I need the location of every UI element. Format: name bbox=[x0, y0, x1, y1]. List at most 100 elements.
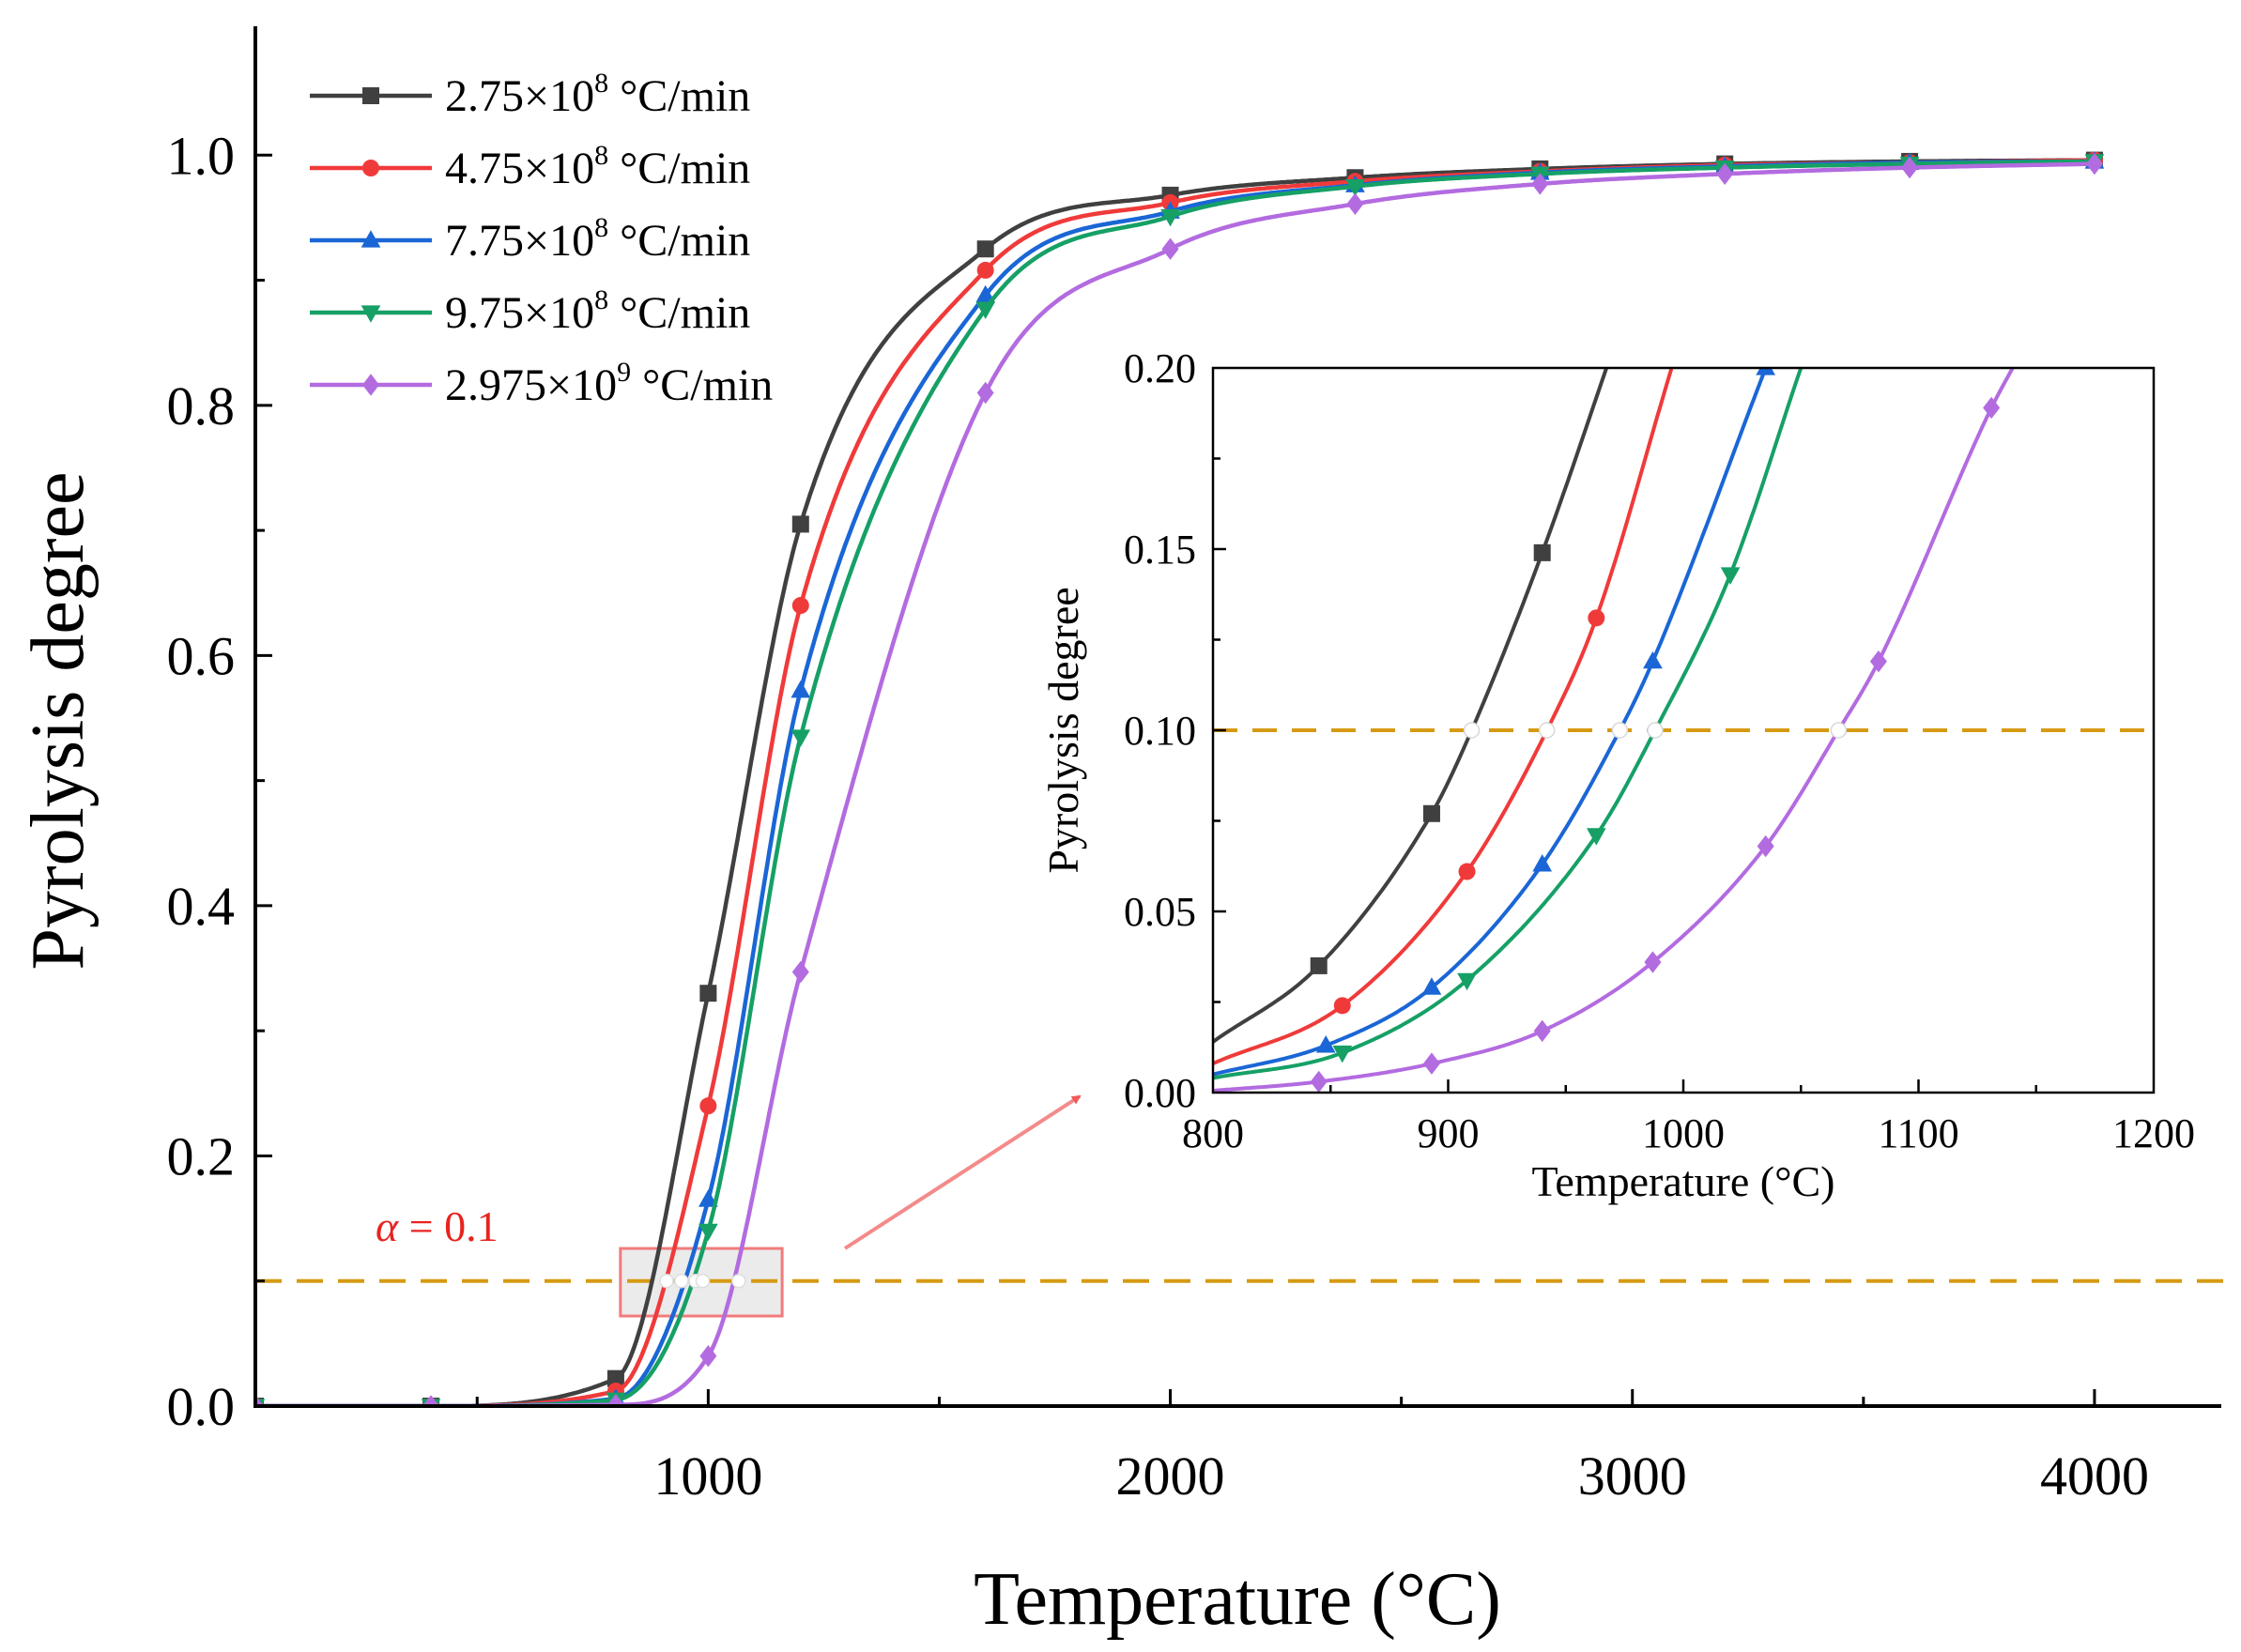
alpha-value: = 0.1 bbox=[398, 1202, 498, 1250]
legend-marker-1 bbox=[362, 160, 379, 176]
main-y-tick-label: 0.4 bbox=[167, 876, 236, 937]
inset-intersection-3 bbox=[1647, 722, 1664, 739]
main-point-s3-4 bbox=[790, 729, 811, 747]
inset-x-tick-label: 1100 bbox=[1878, 1110, 1958, 1156]
main-x-tick-label: 4000 bbox=[2040, 1446, 2149, 1507]
inset-point-s3-1 bbox=[1457, 972, 1477, 991]
inset-intersection-2 bbox=[1611, 722, 1629, 739]
legend-label-unit: °C/min bbox=[608, 216, 750, 266]
main-point-s3-6 bbox=[1160, 208, 1180, 227]
main-y-axis-label: Pyrolysis degree bbox=[17, 471, 100, 970]
inset-x-tick-label: 1000 bbox=[1642, 1110, 1725, 1156]
main-x-tick-label: 1000 bbox=[653, 1446, 762, 1507]
main-intersection-1 bbox=[674, 1273, 689, 1289]
inset-series-group bbox=[1213, 368, 2015, 1093]
inset-series-line-3 bbox=[1213, 368, 1804, 1080]
main-x-axis-label: Temperature (°C) bbox=[974, 1558, 1501, 1641]
inset-point-s0-1 bbox=[1422, 804, 1440, 822]
main-point-s4-9 bbox=[1716, 162, 1734, 185]
inset-point-s2-2 bbox=[1532, 854, 1553, 872]
legend-marker-3 bbox=[361, 305, 381, 323]
inset-y-tick-label: 0.15 bbox=[1124, 527, 1196, 573]
main-point-s0-4 bbox=[791, 515, 809, 533]
inset-point-s3-0 bbox=[1332, 1045, 1353, 1063]
inset-y-axis-label: Pyrolysis degree bbox=[1039, 587, 1087, 873]
inset-intersection-0 bbox=[1463, 722, 1481, 739]
inset-point-s1-1 bbox=[1458, 863, 1476, 880]
legend-label-base: 9.75×10 bbox=[445, 288, 594, 338]
main-point-s2-3 bbox=[698, 1189, 718, 1207]
inset-point-s4-6 bbox=[1983, 396, 2001, 420]
inset-series-line-0 bbox=[1213, 368, 1609, 1044]
main-point-s0-2 bbox=[606, 1369, 624, 1387]
legend-label-unit: °C/min bbox=[608, 288, 750, 338]
inset-x-tick-label: 900 bbox=[1418, 1110, 1480, 1156]
main-point-s3-7 bbox=[1345, 178, 1365, 197]
main-point-s4-6 bbox=[1161, 237, 1179, 260]
inset-y-tick-label: 0.10 bbox=[1124, 708, 1196, 754]
legend-marker-0 bbox=[362, 87, 379, 104]
inset-y-ticks: 0.00 0.05 0.10 0.15 0.20 bbox=[1124, 345, 1226, 1116]
legend-marker-2 bbox=[361, 230, 381, 248]
inset-point-s4-4 bbox=[1757, 834, 1774, 858]
inset-point-s4-3 bbox=[1644, 951, 1662, 973]
legend-label-base: 4.75×10 bbox=[445, 144, 594, 193]
legend-label-base: 7.75×10 bbox=[445, 216, 594, 266]
legend-label-3: 9.75×108 °C/min bbox=[445, 284, 750, 338]
inset-point-s2-0 bbox=[1315, 1035, 1336, 1053]
alpha-symbol: α bbox=[376, 1202, 399, 1250]
legend-label-base: 2.75×10 bbox=[445, 71, 594, 121]
legend-label-exponent: 8 bbox=[594, 140, 608, 171]
legend-label-4: 2.975×109 °C/min bbox=[445, 357, 773, 410]
inset-intersection-points bbox=[1463, 722, 1848, 739]
legend-label-exponent: 8 bbox=[594, 212, 608, 243]
inset-point-s0-0 bbox=[1310, 956, 1328, 974]
main-point-s4-10 bbox=[1901, 156, 1919, 179]
inset-x-ticks: 800 900 1000 1100 1200 bbox=[1182, 1079, 2195, 1156]
main-x-tick-label: 2000 bbox=[1116, 1446, 1225, 1507]
legend-label-2: 7.75×108 °C/min bbox=[445, 212, 750, 266]
inset-point-s4-0 bbox=[1310, 1070, 1328, 1093]
main-point-s4-0 bbox=[255, 1395, 264, 1406]
inset-series-line-2 bbox=[1213, 368, 1768, 1077]
inset-y-tick-label: 0.20 bbox=[1124, 345, 1196, 391]
inset-point-s1-2 bbox=[1588, 609, 1605, 627]
main-intersection-0 bbox=[659, 1273, 674, 1289]
legend-label-exponent: 8 bbox=[594, 68, 608, 99]
legend-label-base: 2.975×10 bbox=[445, 360, 617, 410]
main-intersection-points bbox=[659, 1273, 746, 1289]
inset-x-axis-label: Temperature (°C) bbox=[1532, 1157, 1835, 1205]
main-point-s4-4 bbox=[791, 960, 809, 984]
inset-point-s2-1 bbox=[1421, 977, 1442, 995]
inset-background bbox=[1213, 368, 2154, 1093]
legend-label-0: 2.75×108 °C/min bbox=[445, 68, 750, 121]
inset-intersection-4 bbox=[1830, 722, 1848, 739]
inset-y-tick-label: 0.00 bbox=[1124, 1070, 1196, 1116]
alpha-label: α = 0.1 bbox=[376, 1202, 499, 1250]
inset-plot: 800 900 1000 1100 1200 0.000.050.100.150.20 … bbox=[1039, 345, 2195, 1205]
main-point-s1-5 bbox=[976, 261, 994, 279]
legend-label-unit: °C/min bbox=[631, 360, 773, 410]
main-point-s4-7 bbox=[1346, 192, 1364, 215]
legend-label-exponent: 9 bbox=[617, 357, 631, 388]
inset-point-s2-3 bbox=[1643, 650, 1663, 669]
main-point-s4-1 bbox=[422, 1395, 440, 1406]
legend-label-1: 4.75×108 °C/min bbox=[445, 140, 750, 193]
main-point-s0-5 bbox=[976, 240, 994, 258]
main-point-s4-2 bbox=[606, 1393, 624, 1406]
main-point-s4-11 bbox=[2085, 152, 2103, 176]
inset-point-s3-3 bbox=[1720, 567, 1741, 585]
legend-label-exponent: 8 bbox=[594, 284, 608, 315]
inset-point-s4-1 bbox=[1422, 1052, 1440, 1075]
main-point-s4-8 bbox=[1531, 173, 1549, 195]
main-point-s4-5 bbox=[976, 381, 994, 405]
inset-point-s0-2 bbox=[1533, 543, 1551, 561]
inset-point-s2-4 bbox=[1756, 368, 1776, 375]
inset-x-tick-label: 800 bbox=[1182, 1110, 1244, 1156]
legend-label-unit: °C/min bbox=[608, 144, 750, 193]
main-series-group bbox=[255, 151, 2105, 1406]
main-point-s2-5 bbox=[975, 284, 996, 303]
legend-marker-4 bbox=[362, 374, 379, 396]
